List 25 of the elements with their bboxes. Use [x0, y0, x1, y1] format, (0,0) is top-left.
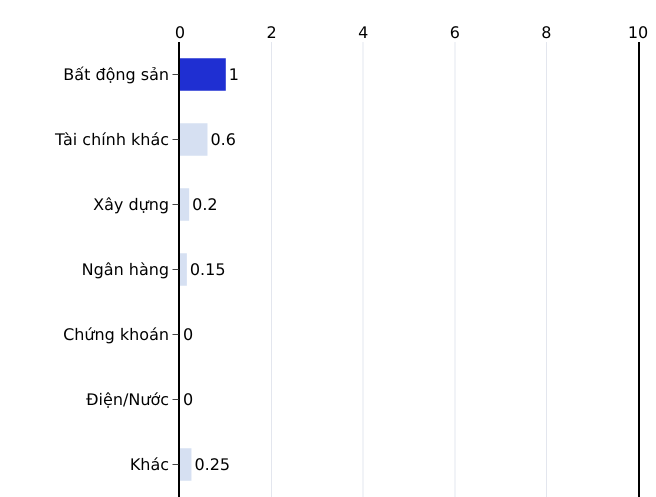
bar: [180, 448, 192, 481]
x-tick-label: 6: [450, 22, 460, 42]
x-tick-label: 0: [174, 22, 186, 42]
data-label: 0: [183, 325, 194, 344]
y-tick-label: Ngân hàng: [82, 260, 170, 280]
bar: [180, 58, 226, 91]
y-tick-label: Chứng khoán: [63, 325, 170, 344]
bar: [180, 188, 190, 221]
data-label: 0.15: [190, 260, 226, 279]
data-label: 0: [183, 390, 194, 409]
bar: [180, 123, 208, 156]
x-tick-label: 8: [541, 22, 552, 42]
x-tick-label: 4: [358, 22, 368, 42]
bar: [180, 253, 187, 286]
data-label: 0.6: [210, 130, 236, 149]
data-label: 1: [228, 65, 239, 84]
y-tick-label: Bất động sản: [63, 65, 170, 84]
y-tick-label: Điện/Nước: [86, 390, 170, 410]
data-label: 0.2: [192, 195, 218, 214]
data-label: 0.25: [194, 455, 230, 474]
y-tick-label: Tài chính khác: [54, 130, 170, 150]
x-tick-label: 10: [628, 22, 648, 42]
x-tick-label: 2: [266, 22, 277, 42]
y-tick-label: Khác: [130, 455, 170, 474]
y-tick-label: Xây dựng: [93, 195, 170, 214]
